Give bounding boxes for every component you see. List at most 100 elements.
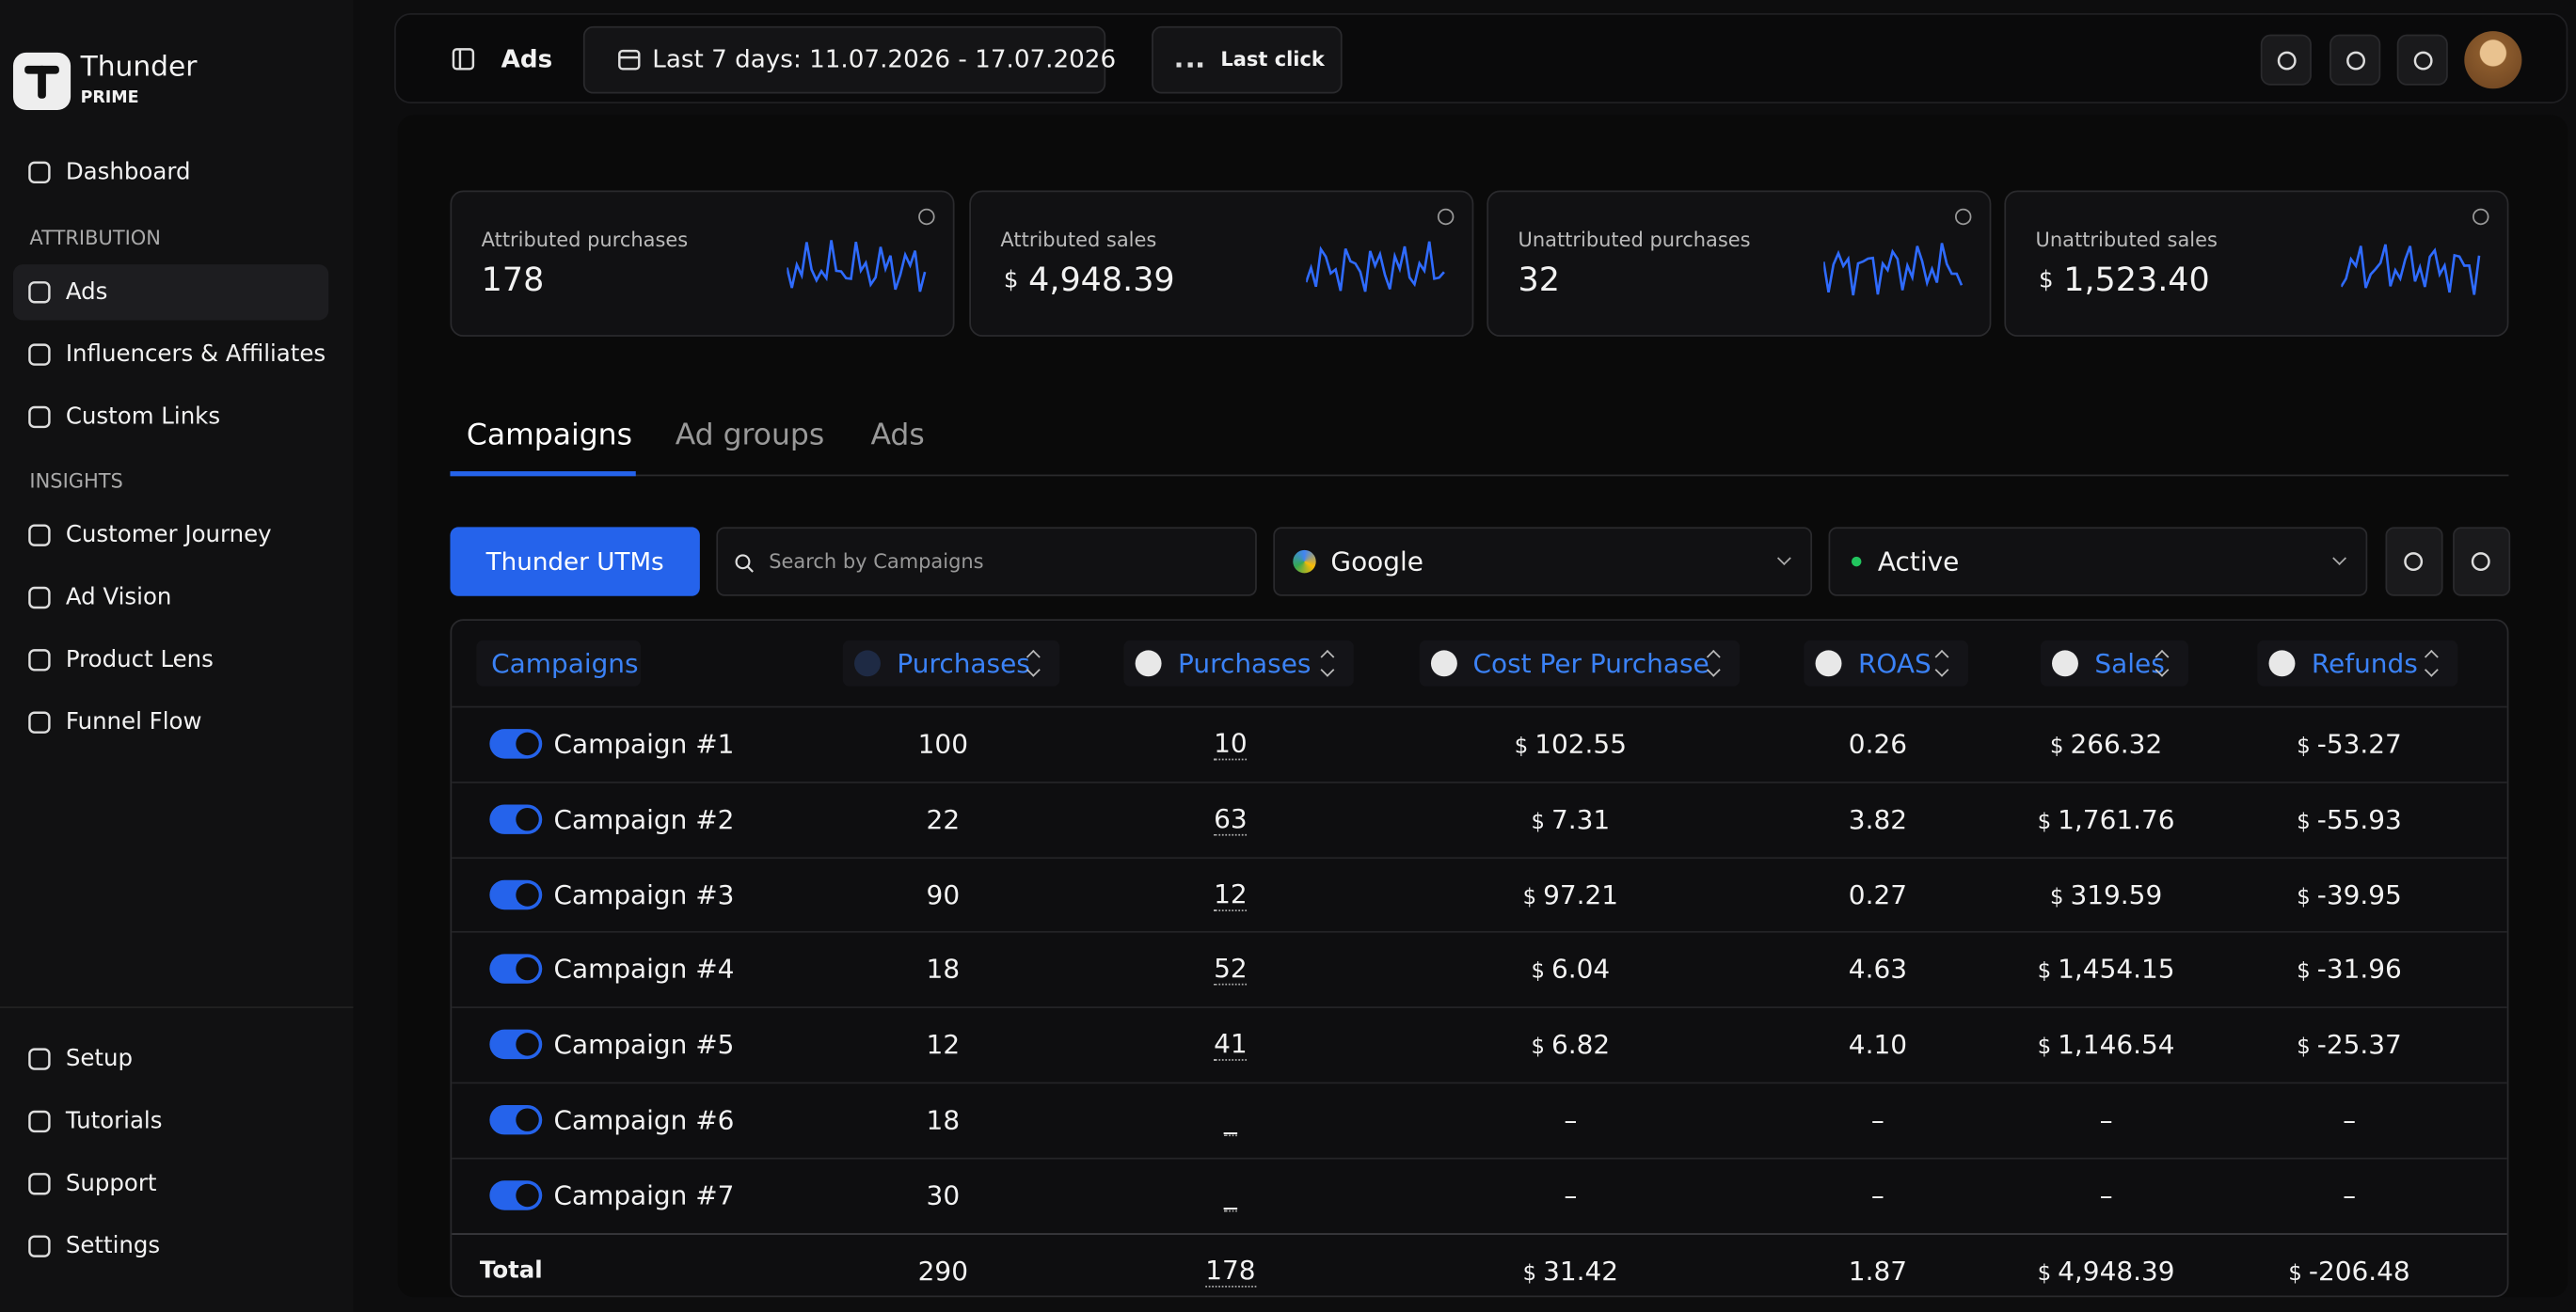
cell-currency: $: [2297, 735, 2311, 760]
utm-label: Thunder UTMs: [485, 546, 664, 577]
icon: [2468, 548, 2494, 575]
cell-value: 4.10: [1848, 1029, 1908, 1061]
icon-button[interactable]: [2260, 34, 2312, 86]
cell: 178: [1205, 1254, 1256, 1288]
cell-value: 100: [917, 728, 968, 760]
icon: [26, 709, 53, 735]
tab[interactable]: Campaigns: [466, 418, 632, 452]
purchase-link[interactable]: 63: [1214, 802, 1248, 836]
sparkline-svg: [1821, 243, 1964, 296]
cell-value: 0.27: [1848, 878, 1908, 910]
cell-value: –: [2343, 1179, 2357, 1211]
cell: $1,454.15: [2038, 954, 2175, 985]
cell: –: [1871, 1104, 1884, 1135]
nav-section: ATTRIBUTION: [29, 226, 161, 250]
nav-item[interactable]: Support: [65, 1170, 157, 1197]
avatar[interactable]: [2464, 31, 2522, 89]
date-button[interactable]: [582, 25, 1106, 94]
table: [450, 619, 2509, 1298]
kpi-info: [2473, 208, 2489, 226]
cell-currency: $: [2288, 1261, 2302, 1287]
sparkline: [1821, 235, 1964, 301]
cell-currency: $: [1522, 885, 1537, 910]
col-header-pill[interactable]: [1418, 640, 1740, 687]
icon-button[interactable]: [2330, 34, 2381, 86]
nav-item[interactable]: Tutorials: [65, 1108, 163, 1135]
icon-button[interactable]: [2385, 527, 2443, 596]
cell-value: 102.55: [1534, 728, 1627, 760]
campaign-name: Campaign #5: [553, 1029, 735, 1061]
kpi-label: Attributed purchases: [481, 228, 689, 252]
cell-currency: $: [1531, 810, 1546, 835]
toggle-knob: [516, 957, 539, 981]
cell: 3.82: [1849, 803, 1907, 834]
purchase-link[interactable]: 12: [1214, 877, 1248, 911]
dropdown[interactable]: [1828, 527, 2368, 596]
nav-item[interactable]: Setup: [65, 1046, 134, 1073]
toggle-knob: [516, 1033, 539, 1056]
nav-item[interactable]: Settings: [65, 1233, 161, 1260]
kpi-label: Unattributed sales: [2035, 228, 2218, 252]
icon-svg: [28, 711, 51, 734]
purchase-link[interactable]: 10: [1214, 727, 1248, 761]
purchase-link[interactable]: _: [1223, 1178, 1237, 1212]
cell: 63: [1214, 802, 1248, 836]
nav-item[interactable]: Funnel Flow: [65, 709, 202, 736]
nav-item[interactable]: Custom Links: [65, 403, 221, 431]
icon: [733, 550, 755, 573]
cell: $31.42: [1523, 1256, 1618, 1287]
nav-item[interactable]: Influencers & Affiliates: [65, 341, 326, 369]
row-divider: [452, 1082, 2507, 1084]
cell-value: 4.63: [1848, 954, 1908, 986]
cell-value: 1,146.54: [2058, 1029, 2175, 1061]
icon: [26, 159, 53, 185]
cell-currency: $: [2037, 1261, 2052, 1287]
col-header-pill[interactable]: [1123, 640, 1354, 687]
purchase-link[interactable]: _: [1223, 1103, 1237, 1137]
cell-value: 12: [926, 1029, 961, 1061]
cell: –: [1564, 1104, 1577, 1135]
nav-item[interactable]: Ads: [65, 278, 108, 306]
dropdown[interactable]: [1273, 527, 1813, 596]
purchase-link[interactable]: 52: [1214, 953, 1248, 987]
icon-svg: [2471, 552, 2490, 572]
icon: [26, 647, 53, 673]
row-divider: [452, 1233, 2507, 1235]
purchase-link[interactable]: 41: [1214, 1028, 1248, 1062]
nav-item[interactable]: Dashboard: [65, 159, 191, 186]
cell: $ -53.27: [2297, 728, 2402, 759]
cell: 30: [927, 1179, 961, 1210]
nav-item[interactable]: Ad Vision: [65, 584, 172, 611]
cell: 18: [927, 1104, 961, 1135]
icon-svg: [28, 281, 51, 304]
kpi-currency: $: [2039, 267, 2054, 294]
nav-item[interactable]: Customer Journey: [65, 522, 272, 549]
tab[interactable]: Ads: [870, 418, 925, 452]
row-divider: [452, 705, 2507, 708]
purchase-link[interactable]: 178: [1205, 1254, 1256, 1288]
utm-button[interactable]: [450, 527, 700, 596]
brand-name: Thunder: [80, 51, 198, 85]
cell-value: 3.82: [1848, 803, 1908, 835]
cell-value: 7.31: [1550, 803, 1611, 835]
toggle-knob: [516, 882, 539, 907]
cell-value: –: [2099, 1179, 2113, 1211]
icon-svg: [2404, 552, 2424, 572]
row-divider: [452, 1157, 2507, 1160]
tab-underline: [450, 471, 636, 477]
icon-button[interactable]: [2396, 34, 2448, 86]
attribution-button[interactable]: [1152, 25, 1343, 94]
icon-button[interactable]: [2453, 527, 2511, 596]
sidebar: [0, 0, 354, 1312]
tab[interactable]: Ad groups: [675, 418, 825, 452]
search-box[interactable]: [716, 527, 1257, 596]
icon-svg: [28, 1110, 51, 1133]
cell: $ -206.48: [2288, 1256, 2409, 1287]
icon: [26, 1233, 53, 1259]
nav-item[interactable]: Product Lens: [65, 646, 214, 673]
sparkline-svg: [2340, 244, 2481, 295]
cell-currency: $: [2297, 810, 2311, 835]
toggle-knob: [516, 1108, 539, 1131]
cell-value: –: [1870, 1179, 1884, 1211]
cell-value: -39.95: [2316, 878, 2402, 910]
